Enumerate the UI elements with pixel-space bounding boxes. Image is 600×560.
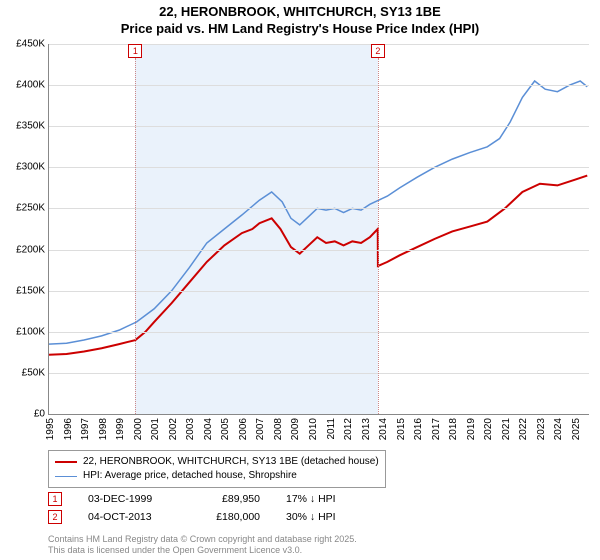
x-tick-label: 2023 bbox=[536, 418, 547, 440]
legend-item: HPI: Average price, detached house, Shro… bbox=[55, 469, 379, 483]
sales-table: 1 03-DEC-1999 £89,950 17% ↓ HPI 2 04-OCT-2013… bbox=[48, 492, 386, 528]
legend-box: 22, HERONBROOK, WHITCHURCH, SY13 1BE (de… bbox=[48, 450, 386, 488]
y-tick-label: £150K bbox=[16, 285, 45, 296]
x-tick-label: 2012 bbox=[343, 418, 354, 440]
plot-area: £0£50K£100K£150K£200K£250K£300K£350K£400… bbox=[48, 44, 589, 415]
x-tick-label: 2013 bbox=[361, 418, 372, 440]
sale-marker-2: 2 bbox=[371, 44, 385, 58]
gridline bbox=[49, 291, 589, 292]
x-tick-label: 2008 bbox=[273, 418, 284, 440]
x-tick-label: 2006 bbox=[238, 418, 249, 440]
x-tick-label: 2022 bbox=[518, 418, 529, 440]
x-tick-label: 2002 bbox=[168, 418, 179, 440]
legend-swatch bbox=[55, 476, 77, 477]
legend-label: 22, HERONBROOK, WHITCHURCH, SY13 1BE (de… bbox=[83, 455, 379, 469]
y-tick-label: £450K bbox=[16, 39, 45, 50]
series-svg bbox=[49, 44, 589, 414]
gridline bbox=[49, 85, 589, 86]
x-tick-label: 2009 bbox=[290, 418, 301, 440]
x-tick-label: 2005 bbox=[220, 418, 231, 440]
gridline bbox=[49, 250, 589, 251]
x-tick-label: 2003 bbox=[185, 418, 196, 440]
marker-line bbox=[135, 58, 136, 414]
x-tick-label: 1999 bbox=[115, 418, 126, 440]
x-tick-label: 1995 bbox=[45, 418, 56, 440]
sale-price: £180,000 bbox=[200, 511, 260, 523]
x-tick-label: 2017 bbox=[431, 418, 442, 440]
sale-pct: 30% ↓ HPI bbox=[286, 511, 386, 523]
x-tick-label: 2021 bbox=[501, 418, 512, 440]
gridline bbox=[49, 126, 589, 127]
title-line2: Price paid vs. HM Land Registry's House … bbox=[0, 21, 600, 38]
series-hpi bbox=[49, 81, 587, 344]
sale-row-marker: 2 bbox=[48, 510, 62, 524]
x-tick-label: 1998 bbox=[98, 418, 109, 440]
series-price_paid bbox=[49, 176, 587, 355]
legend-item: 22, HERONBROOK, WHITCHURCH, SY13 1BE (de… bbox=[55, 455, 379, 469]
footnote-line1: Contains HM Land Registry data © Crown c… bbox=[48, 534, 357, 545]
x-tick-label: 2016 bbox=[413, 418, 424, 440]
sale-date: 03-DEC-1999 bbox=[88, 493, 174, 505]
y-tick-label: £350K bbox=[16, 121, 45, 132]
sale-marker-1: 1 bbox=[128, 44, 142, 58]
x-tick-label: 2019 bbox=[466, 418, 477, 440]
x-tick-label: 1997 bbox=[80, 418, 91, 440]
marker-line bbox=[378, 58, 379, 414]
x-tick-label: 2018 bbox=[448, 418, 459, 440]
x-tick-label: 2010 bbox=[308, 418, 319, 440]
y-tick-label: £100K bbox=[16, 326, 45, 337]
sale-date: 04-OCT-2013 bbox=[88, 511, 174, 523]
legend-swatch bbox=[55, 461, 77, 463]
x-tick-label: 2000 bbox=[133, 418, 144, 440]
y-tick-label: £400K bbox=[16, 80, 45, 91]
sale-row-marker: 1 bbox=[48, 492, 62, 506]
chart-container: 22, HERONBROOK, WHITCHURCH, SY13 1BE Pri… bbox=[0, 0, 600, 560]
y-tick-label: £50K bbox=[22, 367, 45, 378]
x-tick-label: 2004 bbox=[203, 418, 214, 440]
x-tick-label: 2024 bbox=[553, 418, 564, 440]
legend-label: HPI: Average price, detached house, Shro… bbox=[83, 469, 297, 483]
y-tick-label: £0 bbox=[34, 409, 45, 420]
sale-pct: 17% ↓ HPI bbox=[286, 493, 386, 505]
footnote-line2: This data is licensed under the Open Gov… bbox=[48, 545, 357, 556]
sale-row: 2 04-OCT-2013 £180,000 30% ↓ HPI bbox=[48, 510, 386, 524]
x-tick-label: 2011 bbox=[326, 418, 337, 440]
y-tick-label: £300K bbox=[16, 162, 45, 173]
chart-title: 22, HERONBROOK, WHITCHURCH, SY13 1BE Pri… bbox=[0, 0, 600, 38]
y-tick-label: £200K bbox=[16, 244, 45, 255]
footnote: Contains HM Land Registry data © Crown c… bbox=[48, 534, 357, 556]
sale-price: £89,950 bbox=[200, 493, 260, 505]
gridline bbox=[49, 167, 589, 168]
sale-row: 1 03-DEC-1999 £89,950 17% ↓ HPI bbox=[48, 492, 386, 506]
x-tick-label: 2025 bbox=[571, 418, 582, 440]
x-tick-label: 2007 bbox=[255, 418, 266, 440]
x-tick-label: 1996 bbox=[63, 418, 74, 440]
x-tick-label: 2014 bbox=[378, 418, 389, 440]
x-tick-label: 2001 bbox=[150, 418, 161, 440]
x-tick-label: 2020 bbox=[483, 418, 494, 440]
y-tick-label: £250K bbox=[16, 203, 45, 214]
x-tick-label: 2015 bbox=[396, 418, 407, 440]
gridline bbox=[49, 208, 589, 209]
gridline bbox=[49, 373, 589, 374]
title-line1: 22, HERONBROOK, WHITCHURCH, SY13 1BE bbox=[0, 4, 600, 21]
gridline bbox=[49, 332, 589, 333]
